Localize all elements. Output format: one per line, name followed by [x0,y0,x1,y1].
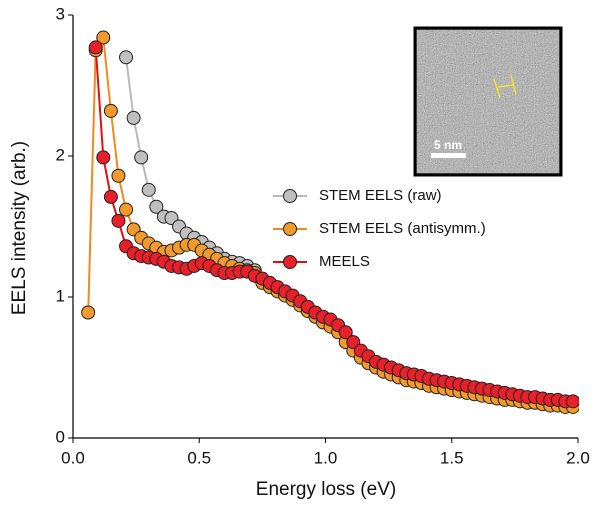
legend-marker [283,222,297,236]
y-tick-label: 2 [56,145,65,164]
legend-marker [283,255,297,269]
data-point [111,168,126,183]
legend-marker [283,189,297,203]
data-point [81,305,96,320]
legend-label: STEM EELS (antisymm.) [319,220,486,237]
legend-label: STEM EELS (raw) [319,187,442,204]
data-point [565,394,579,409]
data-point [119,202,134,217]
data-point [119,50,134,65]
x-tick-label: 1.0 [314,448,338,467]
data-point [111,213,126,228]
data-point [103,103,118,118]
plot-area [81,30,579,414]
data-point [96,30,111,45]
y-axis-label: EELS intensity (arb.) [9,141,30,315]
x-axis-label: Energy loss (eV) [256,479,396,500]
y-tick-label: 1 [56,286,65,305]
data-point [134,150,149,165]
data-point [338,325,353,340]
data-point [88,40,103,55]
data-point [103,189,118,204]
legend-label: MEELS [319,253,370,270]
x-tick-label: 2.0 [566,448,590,467]
y-tick-label: 0 [56,427,65,446]
x-tick-label: 1.5 [440,448,464,467]
data-point [96,150,111,165]
inset-image: 5 nm [413,26,563,177]
scale-label: 5 nm [434,138,462,152]
data-point [126,110,141,125]
data-point [141,182,156,197]
x-tick-label: 0.0 [61,448,85,467]
x-tick-label: 0.5 [187,448,211,467]
y-tick-label: 3 [56,4,65,23]
data-point [149,199,164,214]
